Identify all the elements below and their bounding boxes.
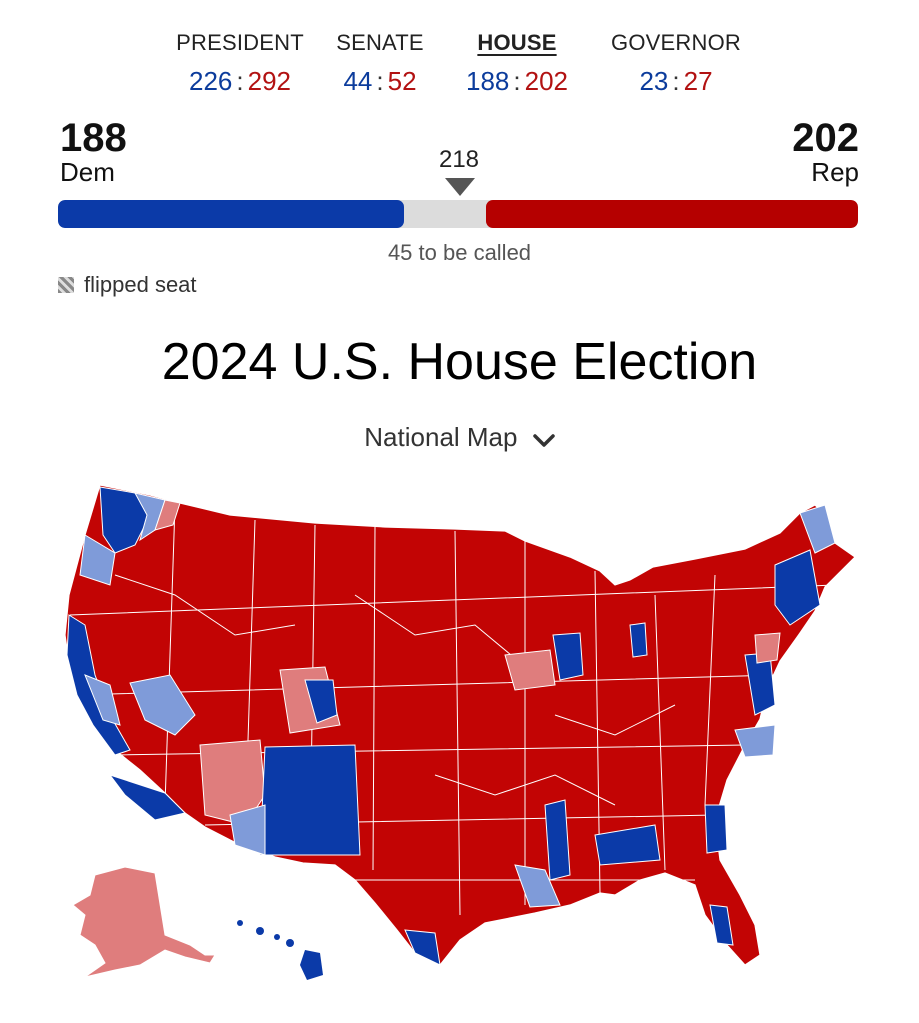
tab-label: SENATE — [336, 30, 424, 55]
district-dem-flip — [84, 674, 121, 726]
tab-senate[interactable]: SENATE 44:52 — [305, 28, 455, 96]
tab-president[interactable]: PRESIDENT 226:292 — [165, 28, 315, 96]
district-dem — [552, 632, 584, 681]
district-dem — [629, 622, 648, 658]
dem-score: 23 — [639, 66, 669, 96]
district-dem-flip — [79, 534, 116, 586]
score-separator: : — [376, 66, 384, 96]
district-dem-flip — [734, 724, 776, 758]
rep-score: 27 — [683, 66, 713, 96]
district-dem-flip — [134, 492, 166, 542]
dem-bar — [58, 200, 404, 228]
district-dem-flip — [229, 804, 266, 856]
district-dem — [709, 904, 734, 946]
tab-house[interactable]: HOUSE 188:202 — [442, 28, 592, 96]
rep-score: 52 — [387, 66, 417, 96]
to-be-called-text: 45 to be called — [387, 240, 532, 265]
district-dem — [774, 549, 821, 626]
score-separator: : — [672, 66, 680, 96]
district-dem — [259, 744, 361, 856]
rep-score: 202 — [524, 66, 568, 96]
district-dem — [704, 804, 728, 854]
tab-governor[interactable]: GOVERNOR 23:27 — [601, 28, 751, 96]
district-dem — [544, 799, 571, 881]
rep-party-label: Rep — [811, 157, 859, 187]
district-dem-flip — [799, 504, 836, 554]
hawaii — [237, 920, 323, 980]
dem-party-label: Dem — [60, 157, 115, 187]
tab-label: PRESIDENT — [176, 30, 304, 55]
map-view-selector[interactable]: National Map — [0, 422, 919, 455]
district-rep-flip — [754, 632, 781, 664]
tab-score: 226:292 — [165, 66, 315, 96]
district-dem — [108, 774, 186, 821]
rep-score: 292 — [247, 66, 291, 96]
seat-progress-bar — [58, 200, 858, 228]
hatch-swatch-icon — [58, 277, 74, 293]
majority-threshold: 218 — [438, 146, 480, 173]
dem-seat-count: 188 — [60, 116, 127, 160]
tab-label: HOUSE — [477, 30, 557, 55]
dem-score: 44 — [343, 66, 373, 96]
score-separator: : — [513, 66, 521, 96]
threshold-marker-icon — [445, 178, 475, 196]
rep-seat-count: 202 — [792, 116, 859, 160]
dem-score: 226 — [188, 66, 233, 96]
district-dem-flip — [514, 864, 561, 908]
score-separator: : — [236, 66, 244, 96]
flipped-legend-label: flipped seat — [84, 272, 197, 297]
district-dem — [404, 929, 441, 966]
district-dem — [304, 679, 338, 724]
us-map-svg — [64, 484, 856, 980]
tab-score: 44:52 — [305, 66, 455, 96]
us-house-map[interactable] — [55, 475, 875, 995]
alaska — [72, 866, 216, 978]
page-title: 2024 U.S. House Election — [161, 333, 758, 391]
tab-label: GOVERNOR — [611, 30, 741, 55]
dem-score: 188 — [465, 66, 510, 96]
district-rep-flip — [504, 649, 556, 691]
rep-bar — [486, 200, 858, 228]
tab-score: 23:27 — [601, 66, 751, 96]
tab-score: 188:202 — [442, 66, 592, 96]
district-dem-flip — [129, 674, 196, 736]
map-view-label: National Map — [364, 422, 518, 452]
district-rep-flip — [154, 499, 181, 531]
chevron-down-icon — [532, 424, 555, 455]
flipped-legend: flipped seat — [58, 272, 197, 298]
district-dem — [594, 824, 661, 866]
